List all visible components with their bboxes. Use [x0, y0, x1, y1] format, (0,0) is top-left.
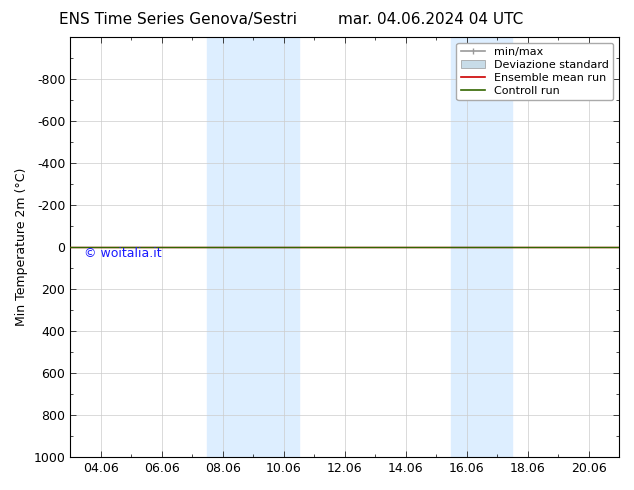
Y-axis label: Min Temperature 2m (°C): Min Temperature 2m (°C)	[15, 168, 28, 326]
Text: © woitalia.it: © woitalia.it	[84, 247, 162, 260]
Text: ENS Time Series Genova/Sestri: ENS Time Series Genova/Sestri	[58, 12, 297, 27]
Legend: min/max, Deviazione standard, Ensemble mean run, Controll run: min/max, Deviazione standard, Ensemble m…	[456, 43, 614, 100]
Text: mar. 04.06.2024 04 UTC: mar. 04.06.2024 04 UTC	[339, 12, 524, 27]
Bar	[207, 37, 299, 457]
Bar	[451, 37, 512, 457]
